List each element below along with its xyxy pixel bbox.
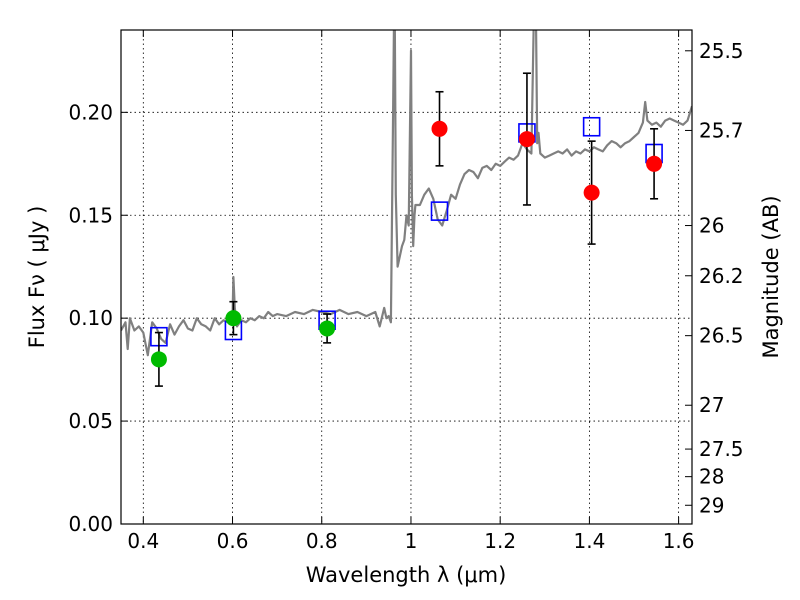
y2-tick-label: 25.5 [699,39,744,63]
spectrum-line [121,30,692,357]
y2-tick-label: 28 [699,465,724,489]
ticks: 0.4 0.6 0.8 1 1.2 1.4 1.6 0.00 0.05 0.10 0.15 0.20 2… [68,30,744,553]
y-tick-label: 0.05 [68,409,113,433]
plot-frame [120,29,693,525]
x-tick-label: 0.8 [306,529,338,553]
y2-tick-label: 26.2 [699,264,744,288]
y-axis-label: Flux Fν ( μJy ) [25,206,49,349]
x-tick-label: 1.6 [663,529,695,553]
green-circle-point [319,320,336,337]
y-tick-label: 0.15 [68,203,113,227]
x-tick-label: 0.6 [217,529,249,553]
y2-tick-label: 26.5 [699,324,744,348]
y2-tick-label: 25.7 [699,118,744,142]
x-tick-label: 0.4 [127,529,159,553]
y-tick-label: 0.10 [68,306,113,330]
x-tick-label: 1 [405,529,418,553]
x-tick-label: 1.2 [484,529,516,553]
red-circle-point [646,155,663,172]
red-circle-point [583,184,600,201]
grid [121,30,692,524]
model-square-point [430,201,449,221]
series-layer [121,30,692,387]
green-circle-point [150,351,167,368]
y2-tick-label: 27.5 [699,437,744,461]
red-circle-point [431,120,448,137]
red-circle-point [518,131,535,148]
y2-tick-label: 29 [699,493,724,517]
y-tick-label: 0.00 [68,512,113,536]
y2-tick-label: 27 [699,393,724,417]
x-tick-label: 1.4 [573,529,605,553]
y-tick-label: 0.20 [68,100,113,124]
y2-tick-label: 26 [699,214,724,238]
model-square-point [582,116,601,137]
y2-axis-label: Magnitude (AB) [759,195,783,358]
x-axis-label: Wavelength λ (μm) [306,563,507,587]
green-circle-point [225,310,242,327]
